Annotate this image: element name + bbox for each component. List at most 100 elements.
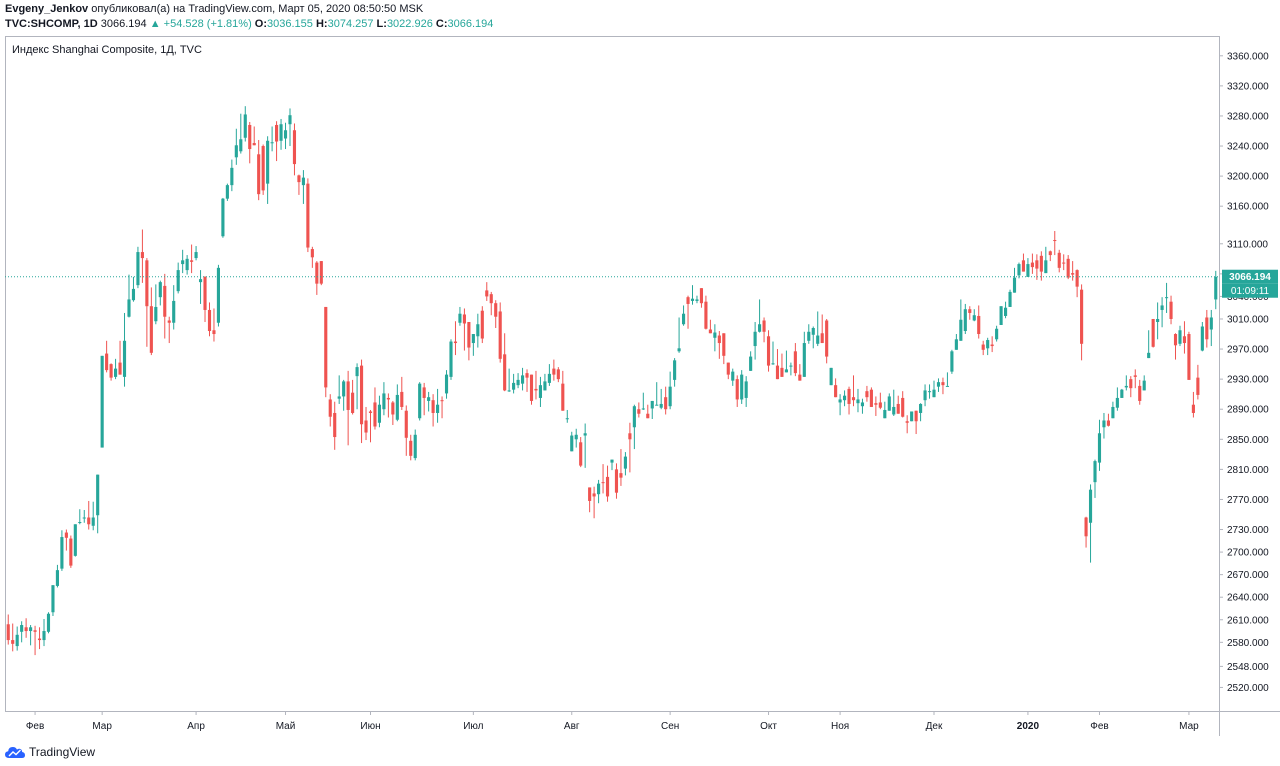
candle-body: [919, 403, 923, 413]
candle-body: [860, 402, 865, 407]
price-tick-label: 3200.000: [1227, 172, 1269, 183]
high-value: 3074.257: [327, 18, 374, 30]
candle: [91, 501, 95, 531]
candle-body: [896, 403, 900, 414]
candle: [310, 246, 314, 268]
time-tick-label: Май: [276, 721, 296, 732]
candle: [1200, 321, 1204, 352]
candle-body: [766, 336, 771, 366]
candle-body: [717, 335, 721, 344]
candle-body: [820, 333, 824, 344]
candle-body: [1026, 264, 1030, 277]
candle-body: [24, 627, 28, 632]
candle-body: [395, 394, 399, 420]
candle-body: [1169, 301, 1173, 319]
candle: [453, 321, 458, 356]
candle-body: [807, 331, 811, 341]
candle-body: [1160, 305, 1164, 310]
candle: [33, 625, 37, 656]
candle: [440, 396, 444, 419]
candle: [368, 409, 373, 443]
candle: [547, 364, 551, 386]
candlestick-chart[interactable]: Индекс Shanghai Composite, 1Д, TVC 3360.…: [0, 0, 1280, 740]
candle: [1017, 262, 1021, 279]
candle: [337, 375, 341, 404]
candle: [789, 362, 793, 376]
candle-body: [686, 297, 690, 304]
chart-header: Evgeny_Jenkov опубликовал(а) на TradingV…: [5, 2, 905, 34]
candle: [64, 529, 68, 551]
candle-body: [793, 351, 797, 374]
candle: [529, 374, 534, 405]
candle: [73, 524, 77, 557]
candle-body: [453, 341, 458, 344]
candle-body: [758, 324, 762, 332]
candle-body: [503, 354, 507, 391]
candle: [118, 340, 122, 375]
price-axis[interactable]: 3360.000 3320.000 3280.000 3240.000 3200.000…: [1219, 51, 1269, 694]
candle-body: [368, 411, 373, 413]
author-name[interactable]: Evgeny_Jenkov: [5, 3, 89, 15]
candle-body: [865, 391, 869, 398]
price-tick-label: 2770.000: [1227, 495, 1269, 506]
candle-body: [221, 198, 225, 237]
candle: [51, 585, 55, 617]
candle: [328, 394, 332, 427]
candle-body: [91, 517, 95, 526]
candle: [842, 390, 847, 407]
candle: [704, 295, 708, 330]
candle-body: [373, 402, 377, 427]
candle-body: [945, 385, 949, 387]
candle-body: [1080, 289, 1084, 344]
candle: [552, 359, 556, 381]
candle: [498, 302, 502, 363]
time-tick-label: Фев: [1090, 721, 1108, 732]
candle: [1187, 331, 1191, 380]
candle: [485, 282, 489, 301]
candle-body: [1147, 352, 1151, 359]
candle: [1084, 516, 1088, 548]
candle-body: [677, 348, 681, 352]
candle: [400, 376, 404, 410]
time-tick-label: 2020: [1017, 721, 1040, 732]
candle-body: [319, 261, 323, 284]
candle: [614, 463, 619, 499]
candle-body: [337, 396, 341, 399]
candle: [1205, 309, 1209, 348]
candle: [619, 449, 623, 486]
candle-body: [784, 369, 788, 373]
candle: [109, 363, 113, 381]
candle: [266, 136, 270, 204]
candle: [154, 284, 158, 325]
candle-body: [1120, 389, 1124, 398]
candle-body: [96, 474, 100, 516]
candle: [431, 394, 435, 427]
candle: [892, 389, 896, 416]
candle-body: [990, 344, 994, 347]
candle-body: [444, 374, 449, 394]
close-value: 3066.194: [447, 18, 494, 30]
price-tick-label: 2890.000: [1227, 405, 1269, 416]
price-tick-label: 2548.000: [1227, 662, 1269, 673]
candle: [207, 302, 212, 337]
candle: [20, 621, 24, 643]
time-tick-label: Дек: [926, 721, 943, 732]
candle-body: [194, 252, 198, 259]
candle-body: [149, 306, 153, 353]
candle: [914, 410, 918, 435]
candle-body: [234, 145, 238, 158]
time-axis[interactable]: Фев Мар Апр Май Июн Июл Авг Сен Окт Ноя Дек 2020 Фев…: [26, 711, 1199, 732]
candle-body: [659, 403, 663, 408]
candle-body: [333, 412, 337, 438]
candle: [364, 406, 368, 441]
footer-brand[interactable]: TradingView: [5, 742, 95, 762]
candle-body: [33, 630, 37, 632]
candle: [990, 336, 994, 353]
candle-body: [963, 309, 967, 332]
candle-body: [744, 381, 748, 398]
candle-body: [73, 524, 77, 556]
candle-body: [1017, 264, 1021, 276]
candle: [315, 261, 319, 295]
candle-body: [708, 329, 712, 334]
candle: [731, 368, 735, 386]
